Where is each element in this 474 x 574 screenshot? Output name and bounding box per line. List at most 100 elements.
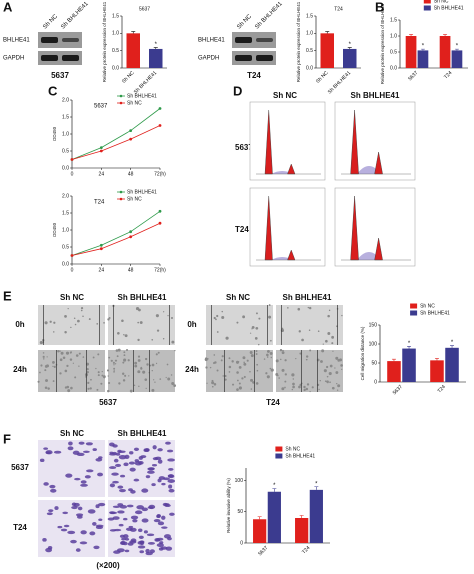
cell <box>95 504 100 509</box>
cell <box>109 511 116 515</box>
cell <box>305 387 309 391</box>
scratch-image <box>108 350 175 392</box>
cell <box>167 537 172 541</box>
panel-label: D <box>233 83 242 98</box>
error-bar <box>407 345 412 349</box>
cell <box>85 469 94 473</box>
cell <box>128 525 134 529</box>
cell <box>124 374 127 377</box>
cell <box>79 541 88 545</box>
cell <box>138 385 140 388</box>
cell <box>132 519 138 523</box>
cell <box>167 377 171 381</box>
y-tick-label: 2.0 <box>62 97 69 103</box>
significance: * <box>422 44 425 50</box>
cell <box>113 370 115 372</box>
cell <box>98 518 103 522</box>
cell <box>167 479 176 483</box>
cell <box>112 505 121 509</box>
cell <box>127 542 134 546</box>
cell <box>133 447 140 452</box>
lane-label: Sh BHLHE41 <box>60 1 90 31</box>
cell <box>232 383 235 386</box>
cell <box>225 336 229 340</box>
cell <box>336 389 339 391</box>
cell <box>171 382 175 386</box>
band <box>41 37 58 43</box>
x-tick-label: 72(h) <box>154 267 166 273</box>
cell <box>96 388 99 391</box>
cell <box>206 382 208 384</box>
cell <box>328 371 332 376</box>
cell <box>231 360 234 363</box>
cell <box>125 348 129 352</box>
cell <box>168 468 174 471</box>
y-tick-label: 0 <box>240 540 243 546</box>
cell <box>137 370 141 374</box>
axis <box>71 196 160 265</box>
cell <box>37 380 40 383</box>
cell <box>147 542 155 545</box>
cell <box>329 364 333 368</box>
column-label: Sh NC <box>60 293 84 302</box>
cell <box>319 379 321 382</box>
error-bar <box>257 516 262 520</box>
cell <box>173 384 177 387</box>
cell <box>120 540 126 545</box>
cell <box>64 386 68 389</box>
cell <box>157 521 165 526</box>
y-tick-label: 50 <box>371 360 377 366</box>
cell <box>145 475 151 479</box>
cell <box>325 339 328 343</box>
legend-label: Sh NC <box>285 446 300 452</box>
cell <box>80 306 84 310</box>
cell <box>134 510 143 515</box>
cell <box>143 448 150 452</box>
panel-label: A <box>3 0 13 14</box>
cell <box>292 385 295 389</box>
cell <box>73 317 76 319</box>
cell <box>124 549 130 553</box>
scratch-image <box>38 305 105 345</box>
cell <box>68 441 73 446</box>
cell <box>254 337 258 340</box>
cell <box>69 351 72 354</box>
row-label: GAPDH <box>198 56 219 62</box>
cell <box>134 361 138 365</box>
cell <box>93 545 100 550</box>
cell <box>57 525 63 529</box>
cell-line: 5637 <box>51 71 69 80</box>
cell <box>270 368 274 372</box>
cell <box>46 512 53 516</box>
row-label: 24h <box>185 365 199 374</box>
cell <box>215 318 217 321</box>
cell <box>115 452 121 456</box>
y-tick-label: 1.0 <box>62 227 69 233</box>
cell <box>168 488 175 493</box>
cell <box>151 369 153 372</box>
cell <box>103 376 106 379</box>
cell <box>258 343 260 346</box>
cell <box>44 321 48 325</box>
bar <box>402 348 416 382</box>
cell <box>114 359 118 362</box>
cell <box>119 534 125 538</box>
cell <box>82 315 84 318</box>
cell <box>39 340 43 345</box>
cell <box>89 531 96 536</box>
point <box>99 243 103 247</box>
cell <box>67 530 76 535</box>
cell <box>331 342 334 345</box>
column-label: Sh NC <box>60 429 84 438</box>
cell <box>213 383 217 386</box>
cell <box>299 352 302 355</box>
chart-title: T24 <box>334 6 343 12</box>
flow-frame <box>249 101 326 181</box>
error-bar <box>347 47 352 49</box>
cell <box>60 528 68 532</box>
cell <box>139 321 143 324</box>
scratch-image <box>108 305 175 345</box>
cell <box>269 367 272 370</box>
point <box>129 235 133 239</box>
cell <box>74 323 77 326</box>
